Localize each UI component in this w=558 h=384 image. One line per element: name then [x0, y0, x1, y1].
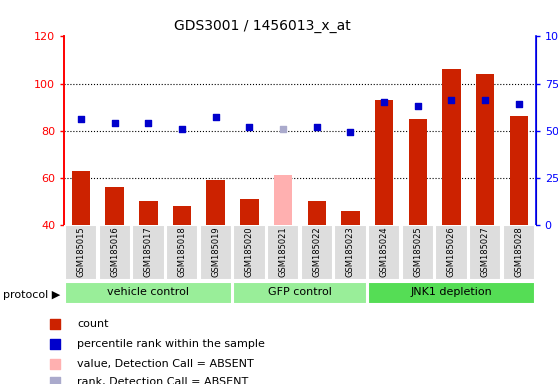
Text: GSM185026: GSM185026 [447, 226, 456, 277]
Point [447, 98, 456, 104]
Text: GSM185018: GSM185018 [177, 226, 186, 277]
Bar [139, 201, 157, 225]
FancyBboxPatch shape [301, 225, 333, 280]
Point [278, 126, 287, 132]
FancyBboxPatch shape [99, 225, 131, 280]
FancyBboxPatch shape [65, 225, 97, 280]
Bar [105, 187, 124, 225]
FancyBboxPatch shape [233, 225, 266, 280]
Text: GSM185023: GSM185023 [346, 226, 355, 277]
Text: protocol ▶: protocol ▶ [3, 290, 60, 300]
Point [177, 126, 186, 132]
Point [346, 129, 355, 136]
FancyBboxPatch shape [233, 281, 367, 304]
Text: GSM185020: GSM185020 [245, 226, 254, 277]
Point [76, 116, 85, 122]
FancyBboxPatch shape [368, 225, 400, 280]
Text: GSM185019: GSM185019 [211, 226, 220, 277]
FancyBboxPatch shape [132, 225, 165, 280]
Bar [206, 180, 225, 225]
Text: GSM185027: GSM185027 [480, 226, 490, 277]
Text: value, Detection Call = ABSENT: value, Detection Call = ABSENT [77, 359, 254, 369]
Bar [274, 175, 292, 225]
FancyBboxPatch shape [267, 225, 299, 280]
Text: GSM185016: GSM185016 [110, 226, 119, 277]
Text: GFP control: GFP control [268, 287, 332, 297]
FancyBboxPatch shape [334, 225, 367, 280]
Text: GSM185028: GSM185028 [514, 226, 523, 277]
Bar [408, 119, 427, 225]
Text: GSM185017: GSM185017 [144, 226, 153, 277]
FancyBboxPatch shape [368, 281, 535, 304]
Point [50, 379, 59, 384]
FancyBboxPatch shape [503, 225, 535, 280]
Bar [442, 70, 461, 225]
Point [480, 98, 489, 104]
Point [144, 120, 153, 126]
FancyBboxPatch shape [435, 225, 468, 280]
Point [110, 120, 119, 126]
Bar [240, 199, 259, 225]
Bar [307, 201, 326, 225]
Point [245, 124, 254, 130]
Text: count: count [77, 319, 109, 329]
Point [413, 103, 422, 109]
Text: GSM185025: GSM185025 [413, 226, 422, 277]
Bar [72, 170, 90, 225]
Point [514, 101, 523, 107]
Title: GDS3001 / 1456013_x_at: GDS3001 / 1456013_x_at [174, 19, 350, 33]
Bar [375, 100, 393, 225]
Point [50, 341, 59, 347]
Text: rank, Detection Call = ABSENT: rank, Detection Call = ABSENT [77, 377, 248, 384]
FancyBboxPatch shape [166, 225, 198, 280]
Text: JNK1 depletion: JNK1 depletion [411, 287, 492, 297]
Bar [341, 210, 360, 225]
Bar [476, 74, 494, 225]
Point [50, 321, 59, 327]
Point [379, 99, 388, 106]
FancyBboxPatch shape [469, 225, 501, 280]
FancyBboxPatch shape [200, 225, 232, 280]
Point [312, 124, 321, 130]
Text: vehicle control: vehicle control [107, 287, 189, 297]
Text: GSM185021: GSM185021 [278, 226, 287, 277]
FancyBboxPatch shape [65, 281, 232, 304]
Text: GSM185024: GSM185024 [379, 226, 388, 277]
Text: percentile rank within the sample: percentile rank within the sample [77, 339, 265, 349]
Bar [173, 206, 191, 225]
Point [50, 361, 59, 367]
Text: GSM185022: GSM185022 [312, 226, 321, 277]
Point [211, 114, 220, 121]
Text: GSM185015: GSM185015 [76, 226, 85, 277]
Bar [509, 116, 528, 225]
FancyBboxPatch shape [402, 225, 434, 280]
